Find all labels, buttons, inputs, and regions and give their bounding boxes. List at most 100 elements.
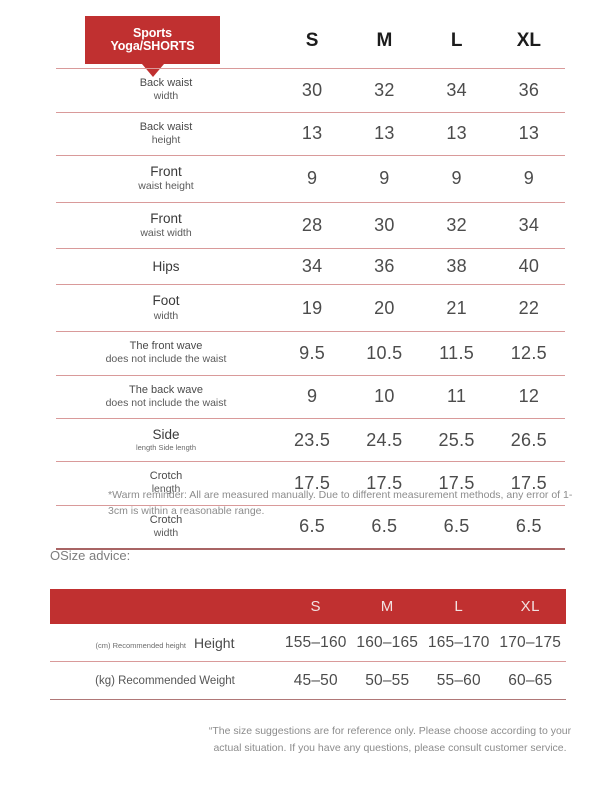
measurement-value-m: 13 [374,123,395,144]
measurement-value-l: 6.5 [443,516,470,537]
measurement-value-s: 30 [301,79,323,100]
advice-value-s: 155–160 [284,633,347,651]
measurement-value-xl: 36 [518,79,540,100]
header-label-spacer [56,30,276,52]
measurement-label-line2: does not include the waist [105,396,227,409]
measurement-value-m: 20 [374,297,395,318]
table-row: The front wave does not include the waist… [56,332,565,376]
table-row: Crotch width 6.5 6.5 6.5 6.5 [56,506,565,551]
measurement-value-l: 32 [446,215,467,236]
measurement-value-s: 9 [306,168,318,189]
table-row: Hips 34 36 38 40 [56,249,565,286]
measurement-value-s: 34 [301,256,323,277]
measurement-label-line1: Back waist [139,77,193,89]
advice-size-header-s: S [310,598,321,615]
main-table-size-header: S M L XL [56,30,565,52]
measurement-value-xl: 13 [518,123,540,144]
measurement-value-l: 13 [446,123,467,144]
measurement-label: Crotch length [56,462,276,505]
measurement-value-xl: 40 [518,256,540,277]
table-row: Front waist height 9 9 9 9 [56,156,565,203]
measurement-value-xl: 17.5 [510,472,547,493]
measurement-value-s: 19 [301,297,323,318]
measurement-value-l: 25.5 [438,429,475,450]
measurement-label-line2: width [153,309,179,322]
measurement-value-m: 32 [374,79,395,100]
advice-size-header: S M L XL [50,589,566,624]
measurement-value-xl: 34 [518,215,540,236]
warm-reminder-note: *Warm reminder: All are measured manuall… [108,489,573,518]
measurement-value-s: 9.5 [299,342,326,363]
measurement-value-xl: 22 [518,297,540,318]
badge-label: Sports Yoga/SHORTS [85,16,220,64]
size-header-s: S [305,30,319,51]
measurement-label: The back wave does not include the waist [56,376,276,419]
advice-label-main: (kg) Recommended Weight [95,674,235,687]
measurement-value-s: 6.5 [299,516,326,537]
measurement-value-s: 17.5 [294,472,331,493]
advice-value-m: 50–55 [365,671,410,689]
measurement-value-s: 13 [301,123,323,144]
measurement-value-s: 9 [306,386,318,407]
measurement-label-line2: does not include the waist [105,353,227,366]
measurement-value-m: 30 [374,215,395,236]
size-header-m: M [376,30,393,51]
size-advice-heading: OSize advice: [50,548,131,563]
measurement-label: The front wave does not include the waist [56,332,276,375]
advice-size-header-l: L [454,598,464,615]
table-row: Back waist width 30 32 34 36 [56,69,565,113]
advice-label-unit: (cm) Recommended height [95,640,186,650]
measurement-label-line2: waist height [138,180,194,193]
product-category-badge: Sports Yoga/SHORTS [85,16,220,77]
measurement-value-m: 24.5 [366,429,403,450]
measurement-label-line1: Foot [152,293,180,309]
size-header-l: L [450,30,463,51]
advice-label-main: Height [194,634,235,651]
measurement-label-line1: Crotch [149,470,183,483]
measurement-value-m: 10.5 [366,342,403,363]
measurement-label-line2: height [151,133,181,146]
table-row: The back wave does not include the waist 9… [56,376,565,420]
advice-value-l: 55–60 [436,671,481,689]
advice-row: (kg) Recommended Weight 45–50 50–55 55–60 60… [50,662,566,700]
table-row: Back waist height 13 13 13 13 [56,113,565,157]
size-header-xl: XL [516,30,542,51]
table-row: Crotch length 17.5 17.5 17.5 17.5 [56,462,565,506]
measurement-label-line2: waist width [140,227,192,239]
table-row: Front waist width 28 30 32 34 [56,203,565,250]
measurement-value-m: 9 [379,168,390,189]
advice-row: (cm) Recommended height Height 155–160 160–… [50,624,566,662]
measurement-label-line2: width [153,526,179,539]
advice-value-xl: 170–175 [499,633,562,651]
advice-label: (kg) Recommended Weight [50,669,280,693]
measurement-label-line1: Side [152,427,180,443]
measurement-label-line1: Crotch [149,513,183,526]
measurement-value-xl: 12.5 [510,342,547,363]
advice-value-xl: 60–65 [508,671,553,689]
measurement-label: Back waist width [56,69,276,112]
measurement-value-m: 10 [374,386,395,407]
table-row: Foot width 19 20 21 22 [56,285,565,333]
measurement-label-line1: Back waist [139,120,193,133]
advice-value-s: 45–50 [293,671,338,689]
measurement-value-l: 21 [446,297,467,318]
advice-table-body: (cm) Recommended height Height 155–160 160–… [50,624,566,700]
measurement-label: Front waist width [56,203,276,249]
measurement-value-xl: 26.5 [510,429,547,450]
advice-value-m: 160–165 [356,633,419,651]
measurement-value-l: 17.5 [438,472,475,493]
measurement-label-line1: Hips [152,258,180,274]
badge-tail-triangle [141,64,164,77]
measurement-value-s: 28 [301,215,323,236]
advice-value-l: 165–170 [427,633,490,651]
measurement-value-xl: 9 [523,168,535,189]
measurement-value-l: 34 [446,79,467,100]
measurement-label-line2: width [153,90,179,103]
measurement-value-l: 38 [446,256,467,277]
measurement-label-line1: Front [150,164,182,180]
measurement-value-l: 11.5 [439,342,475,363]
advice-size-header-m: M [380,598,394,615]
measurement-label: Front waist height [56,156,276,202]
size-advice-footnote: “The size suggestions are for reference … [208,725,572,754]
